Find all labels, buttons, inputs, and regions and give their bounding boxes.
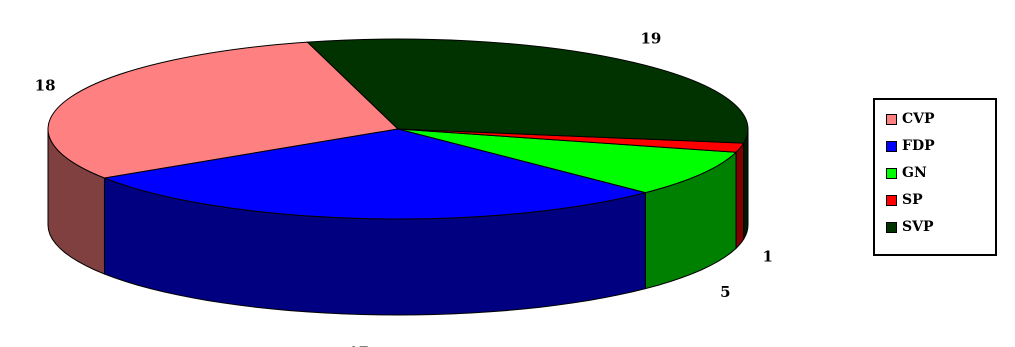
legend-item-sp: SP bbox=[886, 191, 923, 209]
legend-label: GN bbox=[902, 165, 927, 181]
legend-item-gn: GN bbox=[886, 164, 927, 182]
legend-swatch bbox=[886, 140, 897, 152]
legend: CVP FDP GN SP SVP bbox=[873, 98, 997, 256]
data-label-gn: 5 bbox=[720, 283, 730, 301]
pie-side-svp bbox=[743, 128, 749, 240]
data-label-fdp: 17 bbox=[348, 343, 369, 347]
legend-swatch bbox=[886, 194, 897, 206]
pie-data-labels: 18 17 5 1 19 bbox=[35, 29, 773, 347]
legend-label: FDP bbox=[902, 138, 935, 154]
pie-side-sp bbox=[735, 141, 745, 250]
pie-slice-svp bbox=[306, 38, 749, 144]
pie-slice-cvp bbox=[47, 41, 400, 179]
pie-tops bbox=[47, 38, 749, 220]
legend-item-fdp: FDP bbox=[886, 137, 935, 155]
pie-slice-gn bbox=[397, 128, 738, 194]
legend-item-svp: SVP bbox=[886, 218, 934, 236]
data-label-sp: 1 bbox=[762, 247, 772, 265]
legend-label: SP bbox=[902, 192, 923, 208]
data-label-cvp: 18 bbox=[35, 76, 56, 94]
legend-item-cvp: CVP bbox=[886, 110, 935, 128]
pie-slice-fdp bbox=[102, 128, 646, 220]
legend-label: SVP bbox=[902, 219, 934, 235]
data-label-svp: 19 bbox=[640, 29, 661, 47]
legend-swatch bbox=[886, 167, 897, 179]
legend-label: CVP bbox=[902, 111, 935, 127]
legend-swatch bbox=[886, 113, 897, 125]
legend-swatch bbox=[886, 221, 897, 233]
